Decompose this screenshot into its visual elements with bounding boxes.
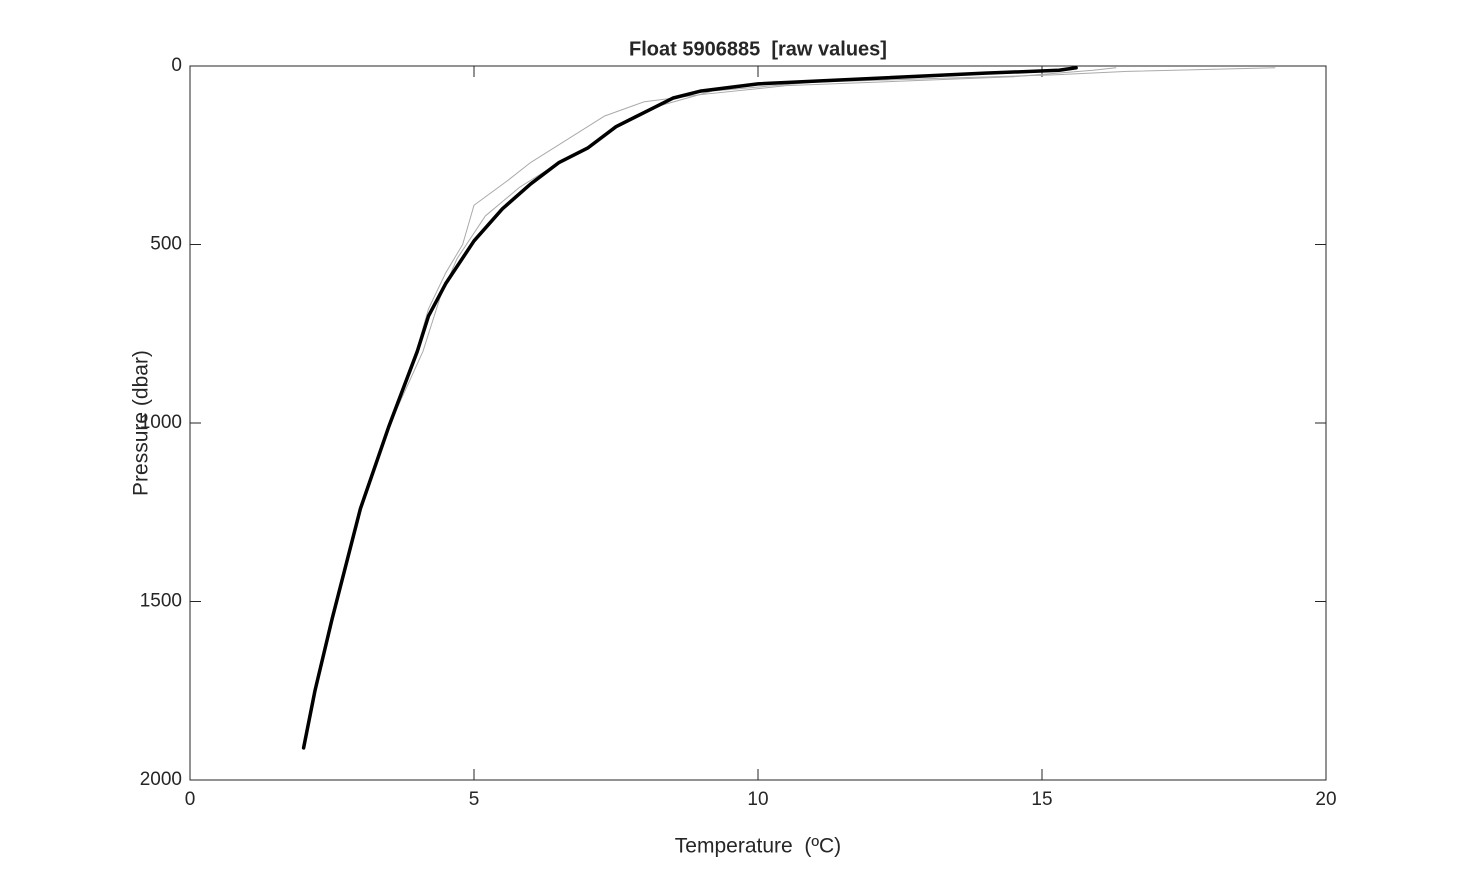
profile-line xyxy=(303,67,1276,747)
y-axis-label: Pressure (dbar) xyxy=(130,350,153,496)
x-tick-label: 15 xyxy=(1031,789,1052,810)
y-tick-label: 2000 xyxy=(140,769,182,790)
y-tick-label: 500 xyxy=(150,234,182,255)
y-tick-label: 0 xyxy=(171,55,182,76)
chart-title: Float 5906885 [raw values] xyxy=(629,38,887,60)
x-tick-label: 10 xyxy=(747,789,768,810)
y-tick-label: 1000 xyxy=(140,412,182,433)
x-axis-label: Temperature (ºC) xyxy=(675,835,841,858)
y-tick-label: 1500 xyxy=(140,591,182,612)
x-tick-label: 0 xyxy=(185,789,196,810)
plot-area xyxy=(189,65,1327,781)
profile-line xyxy=(301,66,1078,750)
x-tick-label: 5 xyxy=(469,789,480,810)
profile-line xyxy=(303,67,1117,748)
x-tick-label: 20 xyxy=(1315,789,1336,810)
